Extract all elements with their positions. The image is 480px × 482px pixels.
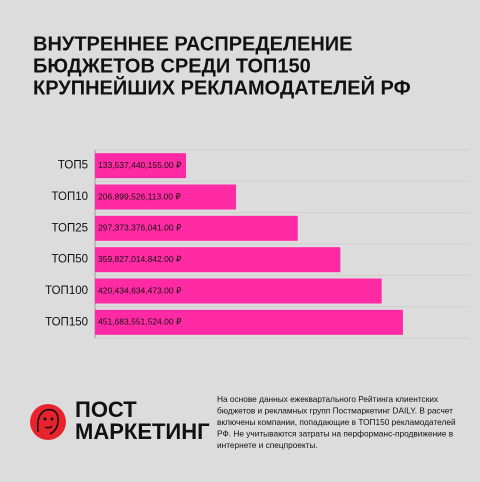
y-tick-label: ТОП150: [45, 316, 88, 328]
y-tick-label: ТОП5: [58, 160, 88, 172]
value-label: 359,827,014,842.00 ₽: [98, 254, 182, 264]
y-tick-label: ТОП50: [51, 254, 88, 266]
footnote: РФ. Не учитываются затраты на перформанс…: [217, 429, 454, 439]
footnote: На основе данных ежеквартального Рейтинг…: [217, 394, 439, 404]
value-label: 133,537,440,155.00 ₽: [98, 160, 182, 170]
bar: [95, 278, 382, 304]
value-label: 206,899,526,113.00 ₽: [98, 191, 181, 201]
chart-title: БЮДЖЕТОВ СРЕДИ ТОП150: [33, 55, 311, 77]
bar: [95, 247, 341, 273]
logo-icon: [30, 404, 66, 440]
y-tick-label: ТОП25: [51, 222, 88, 234]
bar: [95, 153, 187, 179]
footnote: включены компании, попадающие в ТОП150 р…: [217, 417, 456, 427]
footnote: бюджетов и рекламных групп Постмаркетинг…: [217, 406, 453, 416]
value-label: 451,683,551,524.00 ₽: [98, 317, 182, 327]
footnote: интернете и спецпроекты.: [217, 440, 318, 450]
value-label: 420,434,634,473.00 ₽: [98, 285, 182, 295]
value-label: 297,373,376,041.00 ₽: [98, 223, 182, 233]
chart-title: ВНУТРЕННЕЕ РАСПРЕДЕЛЕНИЕ: [33, 33, 353, 55]
y-tick-label: ТОП100: [45, 285, 88, 297]
chart-title: КРУПНЕЙШИХ РЕКЛАМОДАТЕЛЕЙ РФ: [33, 75, 411, 99]
logo-text: МАРКЕТИНГ: [75, 419, 210, 444]
y-tick-label: ТОП10: [51, 191, 88, 203]
bar: [95, 309, 403, 335]
bar: [95, 184, 237, 210]
logo-text: ПОСТ: [75, 397, 137, 422]
bar: [95, 215, 298, 241]
